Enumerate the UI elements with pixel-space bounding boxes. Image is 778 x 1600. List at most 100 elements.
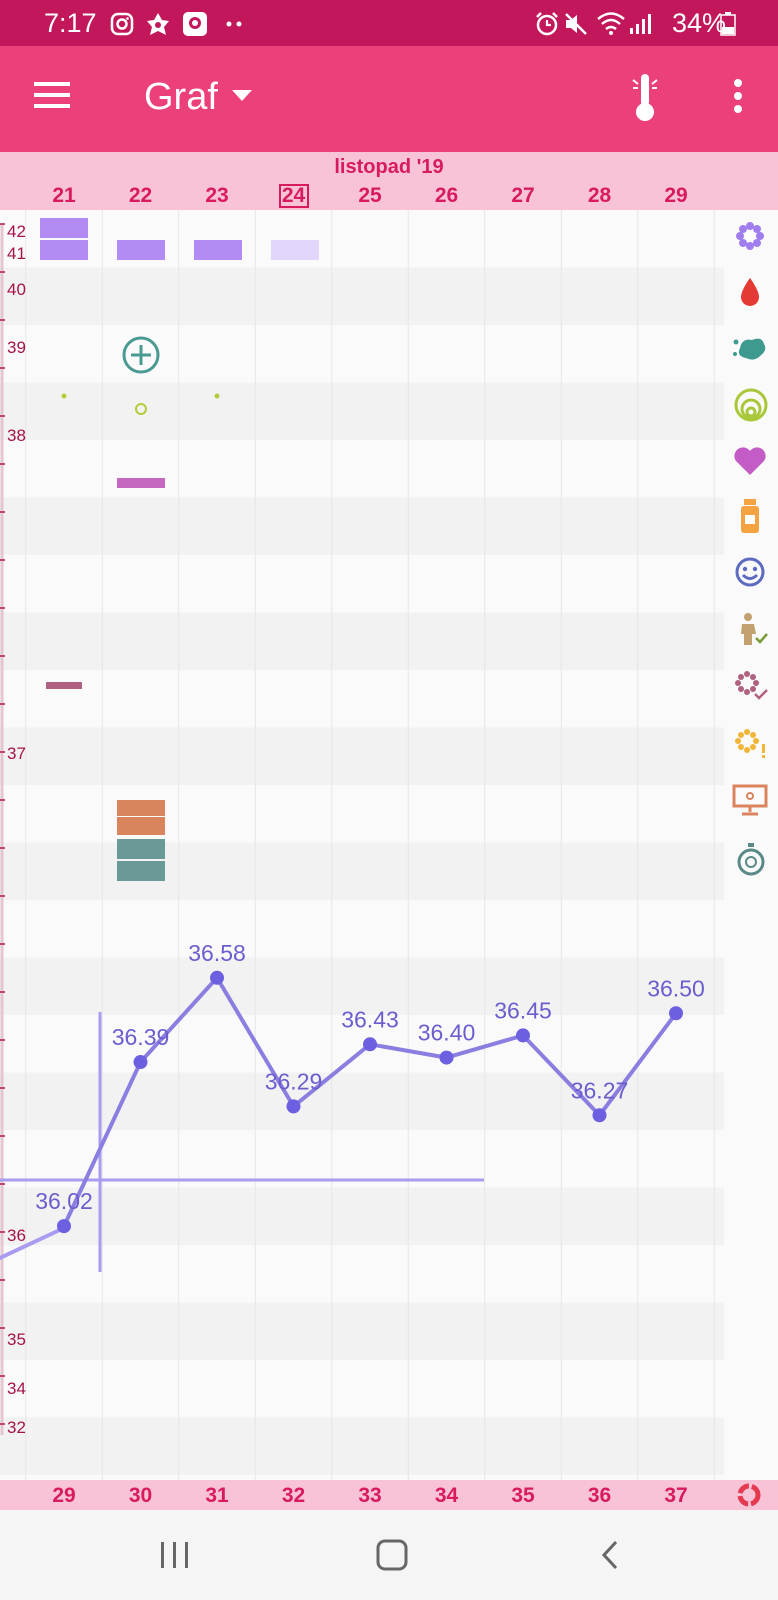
- y-axis-label: 42: [7, 222, 26, 241]
- note-marker: [46, 682, 82, 689]
- day-label[interactable]: 22: [128, 184, 153, 207]
- period-marker: [271, 240, 319, 260]
- period-marker: [117, 240, 165, 260]
- temperature-label: 36.45: [494, 997, 552, 1023]
- cycle-day-label: 30: [128, 1484, 153, 1507]
- temperature-label: 36.27: [571, 1077, 629, 1103]
- symptom-marker: [117, 861, 165, 881]
- day-label[interactable]: 25: [358, 184, 382, 207]
- heart-icon[interactable]: [733, 446, 767, 476]
- temperature-chart[interactable]: 42 41 40 39 38 37 36 35 34 32 36.02 36.39 36.58 36.2…: [0, 210, 724, 1480]
- temperature-label: 36.43: [341, 1006, 399, 1032]
- ring-icon[interactable]: [736, 1482, 762, 1508]
- home-icon[interactable]: [362, 1532, 422, 1578]
- y-axis-label: 41: [7, 244, 26, 263]
- blood-drop-icon[interactable]: [738, 276, 762, 308]
- temperature-point[interactable]: [669, 1006, 683, 1021]
- cervix-icon[interactable]: [734, 388, 768, 422]
- temperature-point[interactable]: [516, 1028, 530, 1043]
- y-axis-label: 38: [7, 426, 26, 445]
- hamburger-icon[interactable]: [34, 80, 72, 110]
- wifi-icon: [597, 12, 625, 35]
- flower-check-icon[interactable]: [734, 670, 768, 702]
- row-band: [0, 1360, 724, 1418]
- lead-in-segment: [0, 1226, 66, 1260]
- recent-apps-icon[interactable]: [145, 1532, 205, 1578]
- row-band: [0, 555, 724, 613]
- temperature-point[interactable]: [592, 1108, 607, 1123]
- row-band: [0, 267, 724, 325]
- flower-icon[interactable]: [734, 220, 766, 252]
- row-band: [0, 1015, 724, 1073]
- cervix-dot: [61, 393, 67, 399]
- day-label[interactable]: 26: [434, 184, 459, 207]
- day-label[interactable]: 29: [664, 184, 688, 207]
- app-icon: [147, 13, 169, 35]
- temperature-point[interactable]: [133, 1055, 148, 1070]
- y-axis-label: 37: [7, 744, 26, 763]
- mood-marker: [117, 478, 165, 488]
- cycle-day-label: 35: [511, 1484, 535, 1507]
- stopwatch-icon[interactable]: [736, 842, 766, 876]
- temperature-label: 36.58: [188, 940, 246, 966]
- cycle-day-label: 32: [281, 1484, 306, 1507]
- temperature-point[interactable]: [363, 1037, 377, 1052]
- cycle-day-label: 34: [434, 1484, 459, 1507]
- period-marker: [194, 240, 242, 260]
- battery-percent: 34%: [671, 8, 726, 38]
- splash-icon[interactable]: [732, 332, 768, 364]
- temperature-point[interactable]: [286, 1099, 301, 1114]
- cervix-dot: [214, 393, 220, 399]
- temperature-label: 36.50: [647, 975, 705, 1001]
- row-band: [0, 957, 724, 1015]
- row-band: [0, 1417, 724, 1475]
- pregnancy-test-icon[interactable]: [736, 612, 768, 646]
- symptom-marker: [117, 839, 165, 859]
- row-band: [0, 440, 724, 498]
- period-marker: [40, 218, 88, 238]
- cycle-day-label: 31: [205, 1484, 229, 1507]
- cervix-dot: [135, 403, 147, 415]
- day-label[interactable]: 23: [205, 184, 229, 207]
- monitor-icon[interactable]: [732, 784, 768, 816]
- row-band: [0, 497, 724, 555]
- camera-app-icon: [183, 12, 207, 36]
- cycle-day-label: 37: [664, 1484, 688, 1507]
- day-label[interactable]: 21: [52, 184, 76, 207]
- status-bar: 7:17 34%: [0, 0, 778, 46]
- day-label[interactable]: 24: [278, 184, 309, 208]
- instagram-icon: [110, 12, 134, 36]
- smiley-icon[interactable]: [734, 556, 766, 588]
- thermometer-icon[interactable]: [630, 72, 660, 122]
- triangle-down-icon[interactable]: [232, 90, 252, 102]
- y-axis-label: 34: [7, 1379, 26, 1398]
- temperature-point[interactable]: [57, 1219, 71, 1234]
- y-axis-label: 40: [7, 280, 26, 299]
- medication-bottle-icon[interactable]: [739, 498, 761, 534]
- more-vert-icon[interactable]: [732, 78, 744, 114]
- row-band: [0, 210, 724, 268]
- y-axis-label: 39: [7, 338, 26, 357]
- cycle-day-label: 29: [52, 1484, 76, 1507]
- add-circle-icon[interactable]: [122, 336, 160, 374]
- row-band: [0, 670, 724, 728]
- temperature-label: 36.40: [418, 1020, 476, 1046]
- row-band: [0, 900, 724, 958]
- flower-alert-icon[interactable]: [734, 728, 768, 760]
- battery-icon: [720, 12, 736, 36]
- page-title[interactable]: Graf: [144, 76, 218, 118]
- row-band: [0, 382, 724, 440]
- y-axis-label: 36: [7, 1226, 26, 1245]
- temperature-point[interactable]: [439, 1050, 454, 1065]
- row-band: [0, 727, 724, 785]
- back-icon[interactable]: [580, 1532, 640, 1578]
- row-band: [0, 612, 724, 670]
- cycle-day-label: 36: [587, 1484, 612, 1507]
- y-axis-label: 32: [7, 1418, 26, 1437]
- day-label[interactable]: 28: [587, 184, 612, 207]
- cycle-day-label: 33: [358, 1484, 382, 1507]
- status-time: 7:17: [44, 8, 97, 38]
- day-label[interactable]: 27: [511, 184, 535, 207]
- row-band: [0, 325, 724, 383]
- temperature-point[interactable]: [210, 970, 224, 985]
